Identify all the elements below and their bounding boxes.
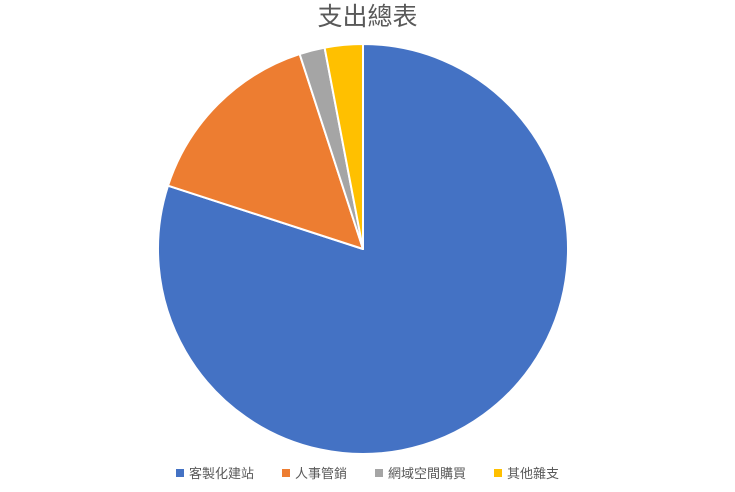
legend-item-2: 網域空間購買 — [375, 463, 466, 482]
legend-swatch-icon — [175, 468, 184, 477]
legend-item-3: 其他雜支 — [494, 463, 559, 482]
legend-label: 客製化建站 — [188, 466, 254, 481]
legend-label: 其他雜支 — [507, 466, 560, 481]
legend-label: 網域空間購買 — [388, 466, 467, 481]
pie-slice-1 — [167, 53, 364, 250]
pie-slice-3 — [323, 43, 364, 250]
legend-swatch-icon — [375, 468, 383, 477]
legend-item-0: 客製化建站 — [175, 463, 254, 482]
legend-label: 人事管銷 — [294, 466, 347, 481]
legend-swatch-icon — [281, 468, 290, 477]
legend-item-1: 人事管銷 — [281, 463, 347, 482]
legend-swatch-icon — [494, 468, 503, 477]
chart-legend: 客製化建站 人事管銷 網域空間購買 其他雜支 — [0, 463, 735, 482]
chart-title: 支出總表 — [317, 4, 418, 31]
